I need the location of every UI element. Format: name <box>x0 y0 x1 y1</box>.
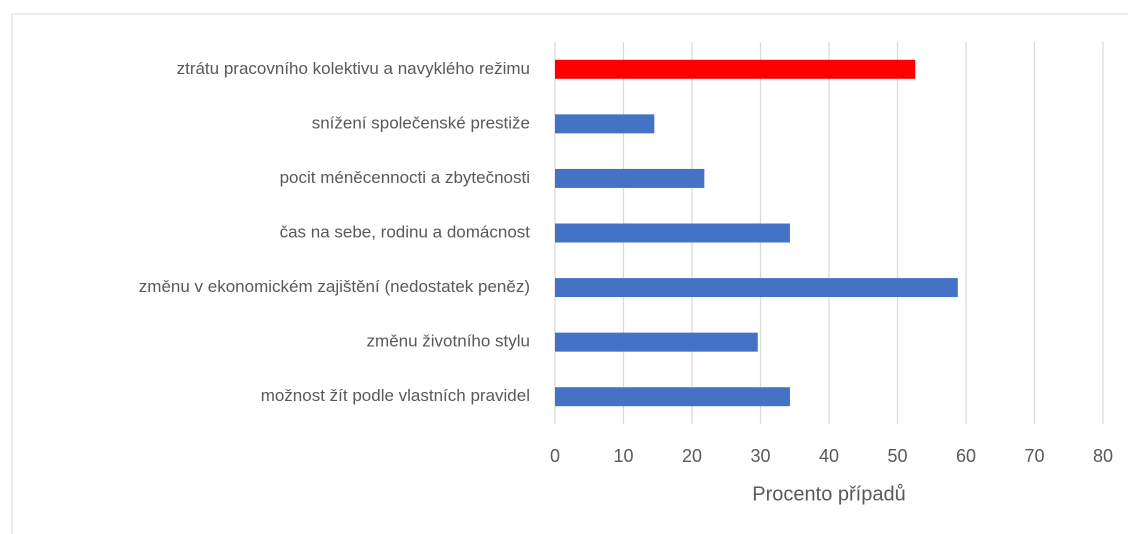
bar <box>555 278 958 298</box>
y-tick-label: změnu v ekonomickém zajištění (nedostate… <box>139 277 530 296</box>
x-tick-label: 80 <box>1093 446 1113 466</box>
bar <box>555 114 655 134</box>
y-tick-label: možnost žít podle vlastních pravidel <box>261 386 530 405</box>
x-axis-title: Procento případů <box>752 483 905 505</box>
y-tick-label: změnu životního stylu <box>367 332 530 351</box>
x-tick-label: 30 <box>750 446 770 466</box>
y-tick-label: ztrátu pracovního kolektivu a navyklého … <box>177 59 530 78</box>
x-tick-label: 70 <box>1024 446 1044 466</box>
y-tick-label: snížení společenské prestiže <box>312 113 530 132</box>
bar <box>555 168 705 188</box>
bar <box>555 59 916 79</box>
y-tick-label: čas na sebe, rodinu a domácnost <box>280 222 531 241</box>
y-tick-label: pocit méněcennocti a zbytečnosti <box>280 168 530 187</box>
x-tick-label: 50 <box>887 446 907 466</box>
bar <box>555 387 790 407</box>
bar <box>555 223 790 243</box>
x-tick-label: 20 <box>682 446 702 466</box>
x-tick-label: 10 <box>613 446 633 466</box>
x-tick-label: 40 <box>819 446 839 466</box>
bar <box>555 332 758 352</box>
x-tick-label: 60 <box>956 446 976 466</box>
x-tick-label: 0 <box>550 446 560 466</box>
